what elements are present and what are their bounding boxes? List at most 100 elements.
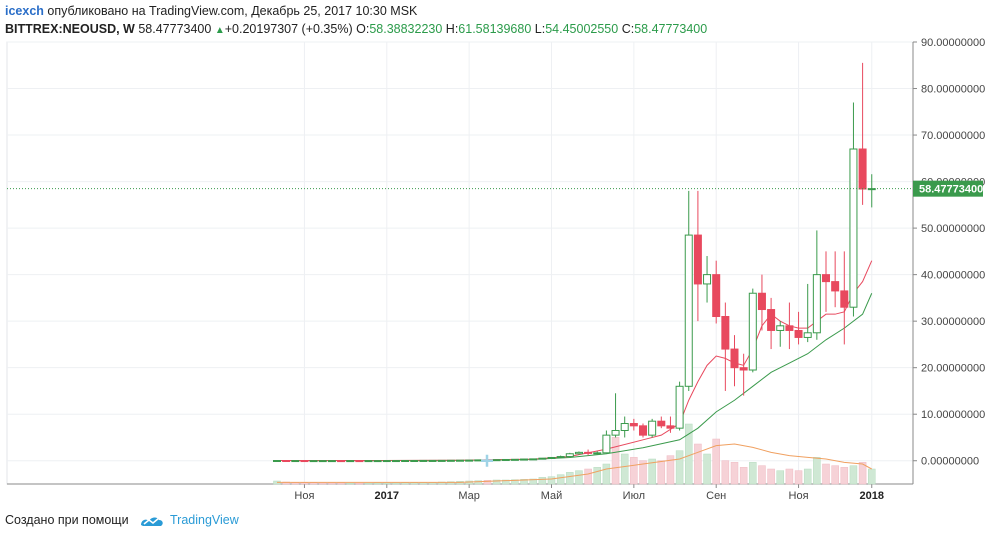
volume-bar (529, 478, 537, 485)
candle-body (382, 460, 391, 463)
volume-bar (511, 479, 519, 485)
volume-bar (346, 483, 354, 485)
candle-body (510, 458, 519, 461)
volume-bar (858, 462, 867, 485)
volume-bar (666, 455, 675, 485)
x-tick-label: 2017 (375, 490, 399, 502)
volume-bar (364, 483, 373, 485)
candle-body (657, 420, 666, 427)
close-value: 58.47773400 (634, 22, 708, 36)
candle-body (355, 460, 364, 463)
candle-body (776, 325, 785, 331)
author-name[interactable]: icexch (5, 4, 44, 18)
candle-body (556, 456, 565, 459)
volume-bar (474, 480, 483, 485)
volume-bar (328, 482, 336, 485)
volume-bar (831, 465, 839, 485)
volume-bar (575, 470, 583, 485)
candle-body (666, 425, 675, 429)
volume-bar (309, 482, 318, 485)
volume-bar (849, 465, 858, 485)
y-tick-label: 20.00000000 (921, 363, 985, 375)
candle-body (602, 434, 611, 454)
candle-body (574, 451, 583, 455)
volume-bar (337, 482, 345, 485)
candle-body (584, 451, 593, 454)
candle-body (465, 459, 474, 462)
candle-body (748, 292, 757, 371)
volume-bar (630, 457, 638, 485)
candle-body (318, 460, 327, 463)
volume-bar (355, 483, 364, 485)
x-tick-label: Ноя (789, 490, 809, 502)
candle-body (822, 274, 830, 283)
volume-bar (639, 460, 647, 485)
candle-body (639, 425, 647, 436)
candle-body (629, 423, 638, 427)
price-change: +0.20197307 (+0.35%) (224, 22, 353, 36)
y-tick-label: 70.00000000 (921, 130, 985, 142)
volume-bar (703, 453, 711, 485)
candle-body (437, 459, 446, 462)
volume-bar (520, 479, 528, 485)
volume-bar (730, 462, 739, 485)
candle-body (648, 420, 657, 436)
candle-body (446, 459, 455, 462)
candle-body (611, 429, 620, 436)
publish-line: icexch опубликовано на TradingView.com, … (5, 4, 417, 18)
volume-bar (648, 458, 656, 485)
up-arrow-icon: ▲ (214, 25, 225, 36)
candle-body (712, 274, 721, 318)
candle-body (538, 457, 547, 460)
low-value: 54.45002550 (545, 22, 619, 36)
candle-body (456, 459, 464, 462)
candle-body (346, 460, 355, 463)
volume-bar (392, 482, 400, 485)
y-tick-label: 50.00000000 (921, 223, 985, 235)
candle-body (373, 460, 382, 463)
candle-body (501, 458, 510, 461)
volume-bar (767, 468, 775, 485)
x-tick-label: Сен (706, 490, 726, 502)
candle-body (364, 460, 373, 463)
candle-body (730, 348, 739, 369)
candle-body (520, 458, 529, 461)
candle-body (675, 385, 684, 429)
volume-bar (611, 437, 620, 485)
volume-bar (840, 467, 849, 485)
candle-body (428, 459, 437, 462)
tradingview-brand[interactable]: TradingView (170, 513, 239, 527)
x-tick-label: Мар (458, 490, 480, 502)
x-tick-label: Май (541, 490, 563, 502)
candle-body (703, 274, 712, 285)
candle-body (529, 458, 538, 461)
volume-bar (803, 468, 812, 485)
volume-bar (566, 472, 574, 485)
volume-bar (785, 468, 794, 485)
candle-body (803, 332, 812, 338)
candle-body (410, 460, 419, 463)
y-tick-label: 80.00000000 (921, 84, 985, 96)
candle-body (300, 460, 309, 463)
volume-bar (868, 468, 876, 485)
volume-bar (620, 453, 629, 485)
x-tick-label: Июл (623, 490, 645, 502)
price-chart[interactable]: 90.0000000080.0000000070.0000000060.0000… (0, 0, 996, 510)
volume-bar (758, 465, 766, 485)
volume-bar (749, 462, 757, 485)
volume-bar (492, 479, 501, 485)
candle-body (721, 316, 730, 350)
candle-body (812, 274, 821, 334)
candle-body (693, 234, 702, 285)
volume-bar (383, 482, 391, 485)
open-value: 58.38832230 (369, 22, 443, 36)
tradingview-logo-icon[interactable] (139, 512, 165, 528)
candle-body (858, 148, 867, 190)
volume-bar (776, 470, 784, 485)
last-price: 58.47773400 (138, 22, 212, 36)
close-label: C: (621, 22, 635, 36)
candle-body (785, 325, 794, 331)
x-tick-label: 2018 (860, 490, 884, 502)
volume-bar (822, 463, 830, 485)
volume-bar (584, 468, 592, 485)
